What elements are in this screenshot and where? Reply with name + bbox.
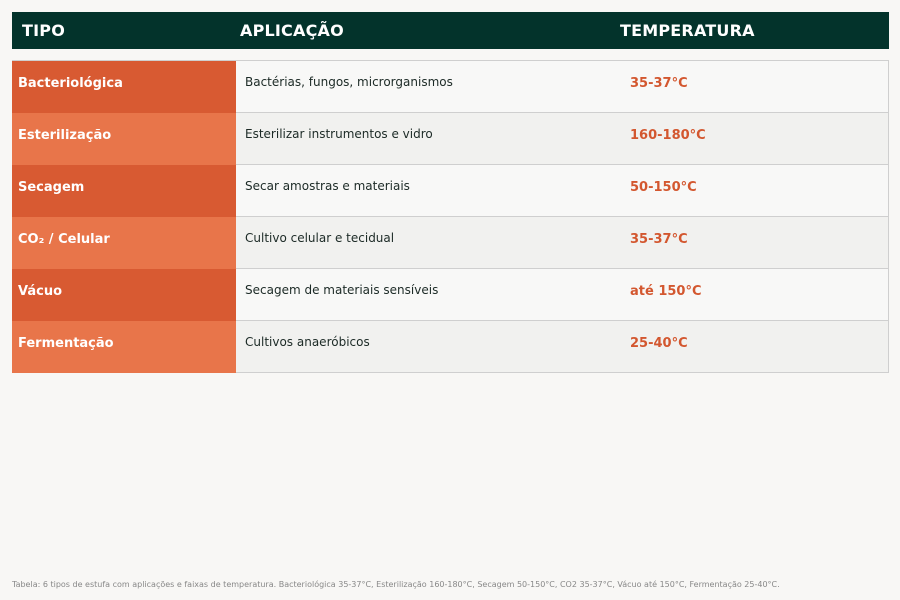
aplicacao-cell: Esterilizar instrumentos e vidro: [245, 127, 433, 141]
aplicacao-cell: Cultivos anaeróbicos: [245, 335, 370, 349]
oven-types-table: Bacteriológica Bactérias, fungos, micror…: [12, 60, 889, 373]
temperatura-cell: 160-180°C: [630, 128, 706, 143]
tipo-cell: Vácuo: [12, 269, 236, 321]
tipo-cell: Fermentação: [12, 321, 236, 373]
tipo-cell: Esterilização: [12, 113, 236, 165]
temperatura-cell: 35-37°C: [630, 76, 688, 91]
temperatura-cell: 25-40°C: [630, 336, 688, 351]
table-row: Bacteriológica Bactérias, fungos, micror…: [12, 61, 889, 113]
temperatura-cell: 35-37°C: [630, 232, 688, 247]
table-row: Esterilização Esterilizar instrumentos e…: [12, 113, 889, 165]
aplicacao-cell: Bactérias, fungos, microrganismos: [245, 75, 453, 89]
tipo-cell: Secagem: [12, 165, 236, 217]
tipo-cell: Bacteriológica: [12, 61, 236, 113]
aplicacao-cell: Cultivo celular e tecidual: [245, 231, 395, 245]
table-header: TIPO APLICAÇÃO TEMPERATURA: [12, 12, 889, 49]
temperatura-cell: 50-150°C: [630, 180, 697, 195]
aplicacao-cell: Secar amostras e materiais: [245, 179, 410, 193]
header-temperatura: TEMPERATURA: [620, 21, 755, 40]
aplicacao-cell: Secagem de materiais sensíveis: [245, 283, 439, 297]
table-row: Vácuo Secagem de materiais sensíveis até…: [12, 269, 889, 321]
tipo-cell: CO₂ / Celular: [12, 217, 236, 269]
table-row: CO₂ / Celular Cultivo celular e tecidual…: [12, 217, 889, 269]
header-tipo: TIPO: [22, 21, 65, 40]
table-row: Fermentação Cultivos anaeróbicos 25-40°C: [12, 321, 889, 373]
table-row: Secagem Secar amostras e materiais 50-15…: [12, 165, 889, 217]
temperatura-cell: até 150°C: [630, 284, 702, 299]
header-aplicacao: APLICAÇÃO: [240, 21, 344, 40]
table-caption: Tabela: 6 tipos de estufa com aplicações…: [12, 580, 780, 589]
